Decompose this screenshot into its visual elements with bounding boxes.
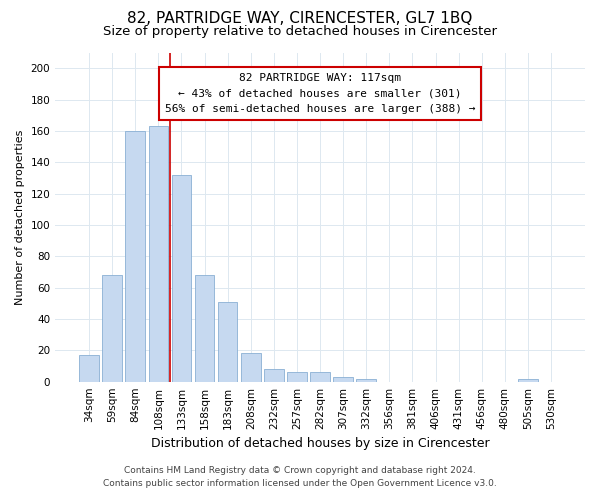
Text: 82, PARTRIDGE WAY, CIRENCESTER, GL7 1BQ: 82, PARTRIDGE WAY, CIRENCESTER, GL7 1BQ	[127, 11, 473, 26]
Text: Contains HM Land Registry data © Crown copyright and database right 2024.
Contai: Contains HM Land Registry data © Crown c…	[103, 466, 497, 487]
Bar	[518, 378, 538, 382]
Bar	[172, 175, 191, 382]
Bar	[195, 275, 214, 382]
Text: 82 PARTRIDGE WAY: 117sqm
← 43% of detached houses are smaller (301)
56% of semi-: 82 PARTRIDGE WAY: 117sqm ← 43% of detach…	[165, 73, 475, 114]
Bar	[241, 354, 260, 382]
Bar	[264, 369, 284, 382]
Y-axis label: Number of detached properties: Number of detached properties	[15, 130, 25, 305]
Bar	[218, 302, 238, 382]
Bar	[103, 275, 122, 382]
Bar	[356, 378, 376, 382]
Bar	[287, 372, 307, 382]
X-axis label: Distribution of detached houses by size in Cirencester: Distribution of detached houses by size …	[151, 437, 490, 450]
Bar	[125, 131, 145, 382]
Bar	[79, 355, 99, 382]
Bar	[334, 377, 353, 382]
Text: Size of property relative to detached houses in Cirencester: Size of property relative to detached ho…	[103, 25, 497, 38]
Bar	[149, 126, 168, 382]
Bar	[310, 372, 330, 382]
